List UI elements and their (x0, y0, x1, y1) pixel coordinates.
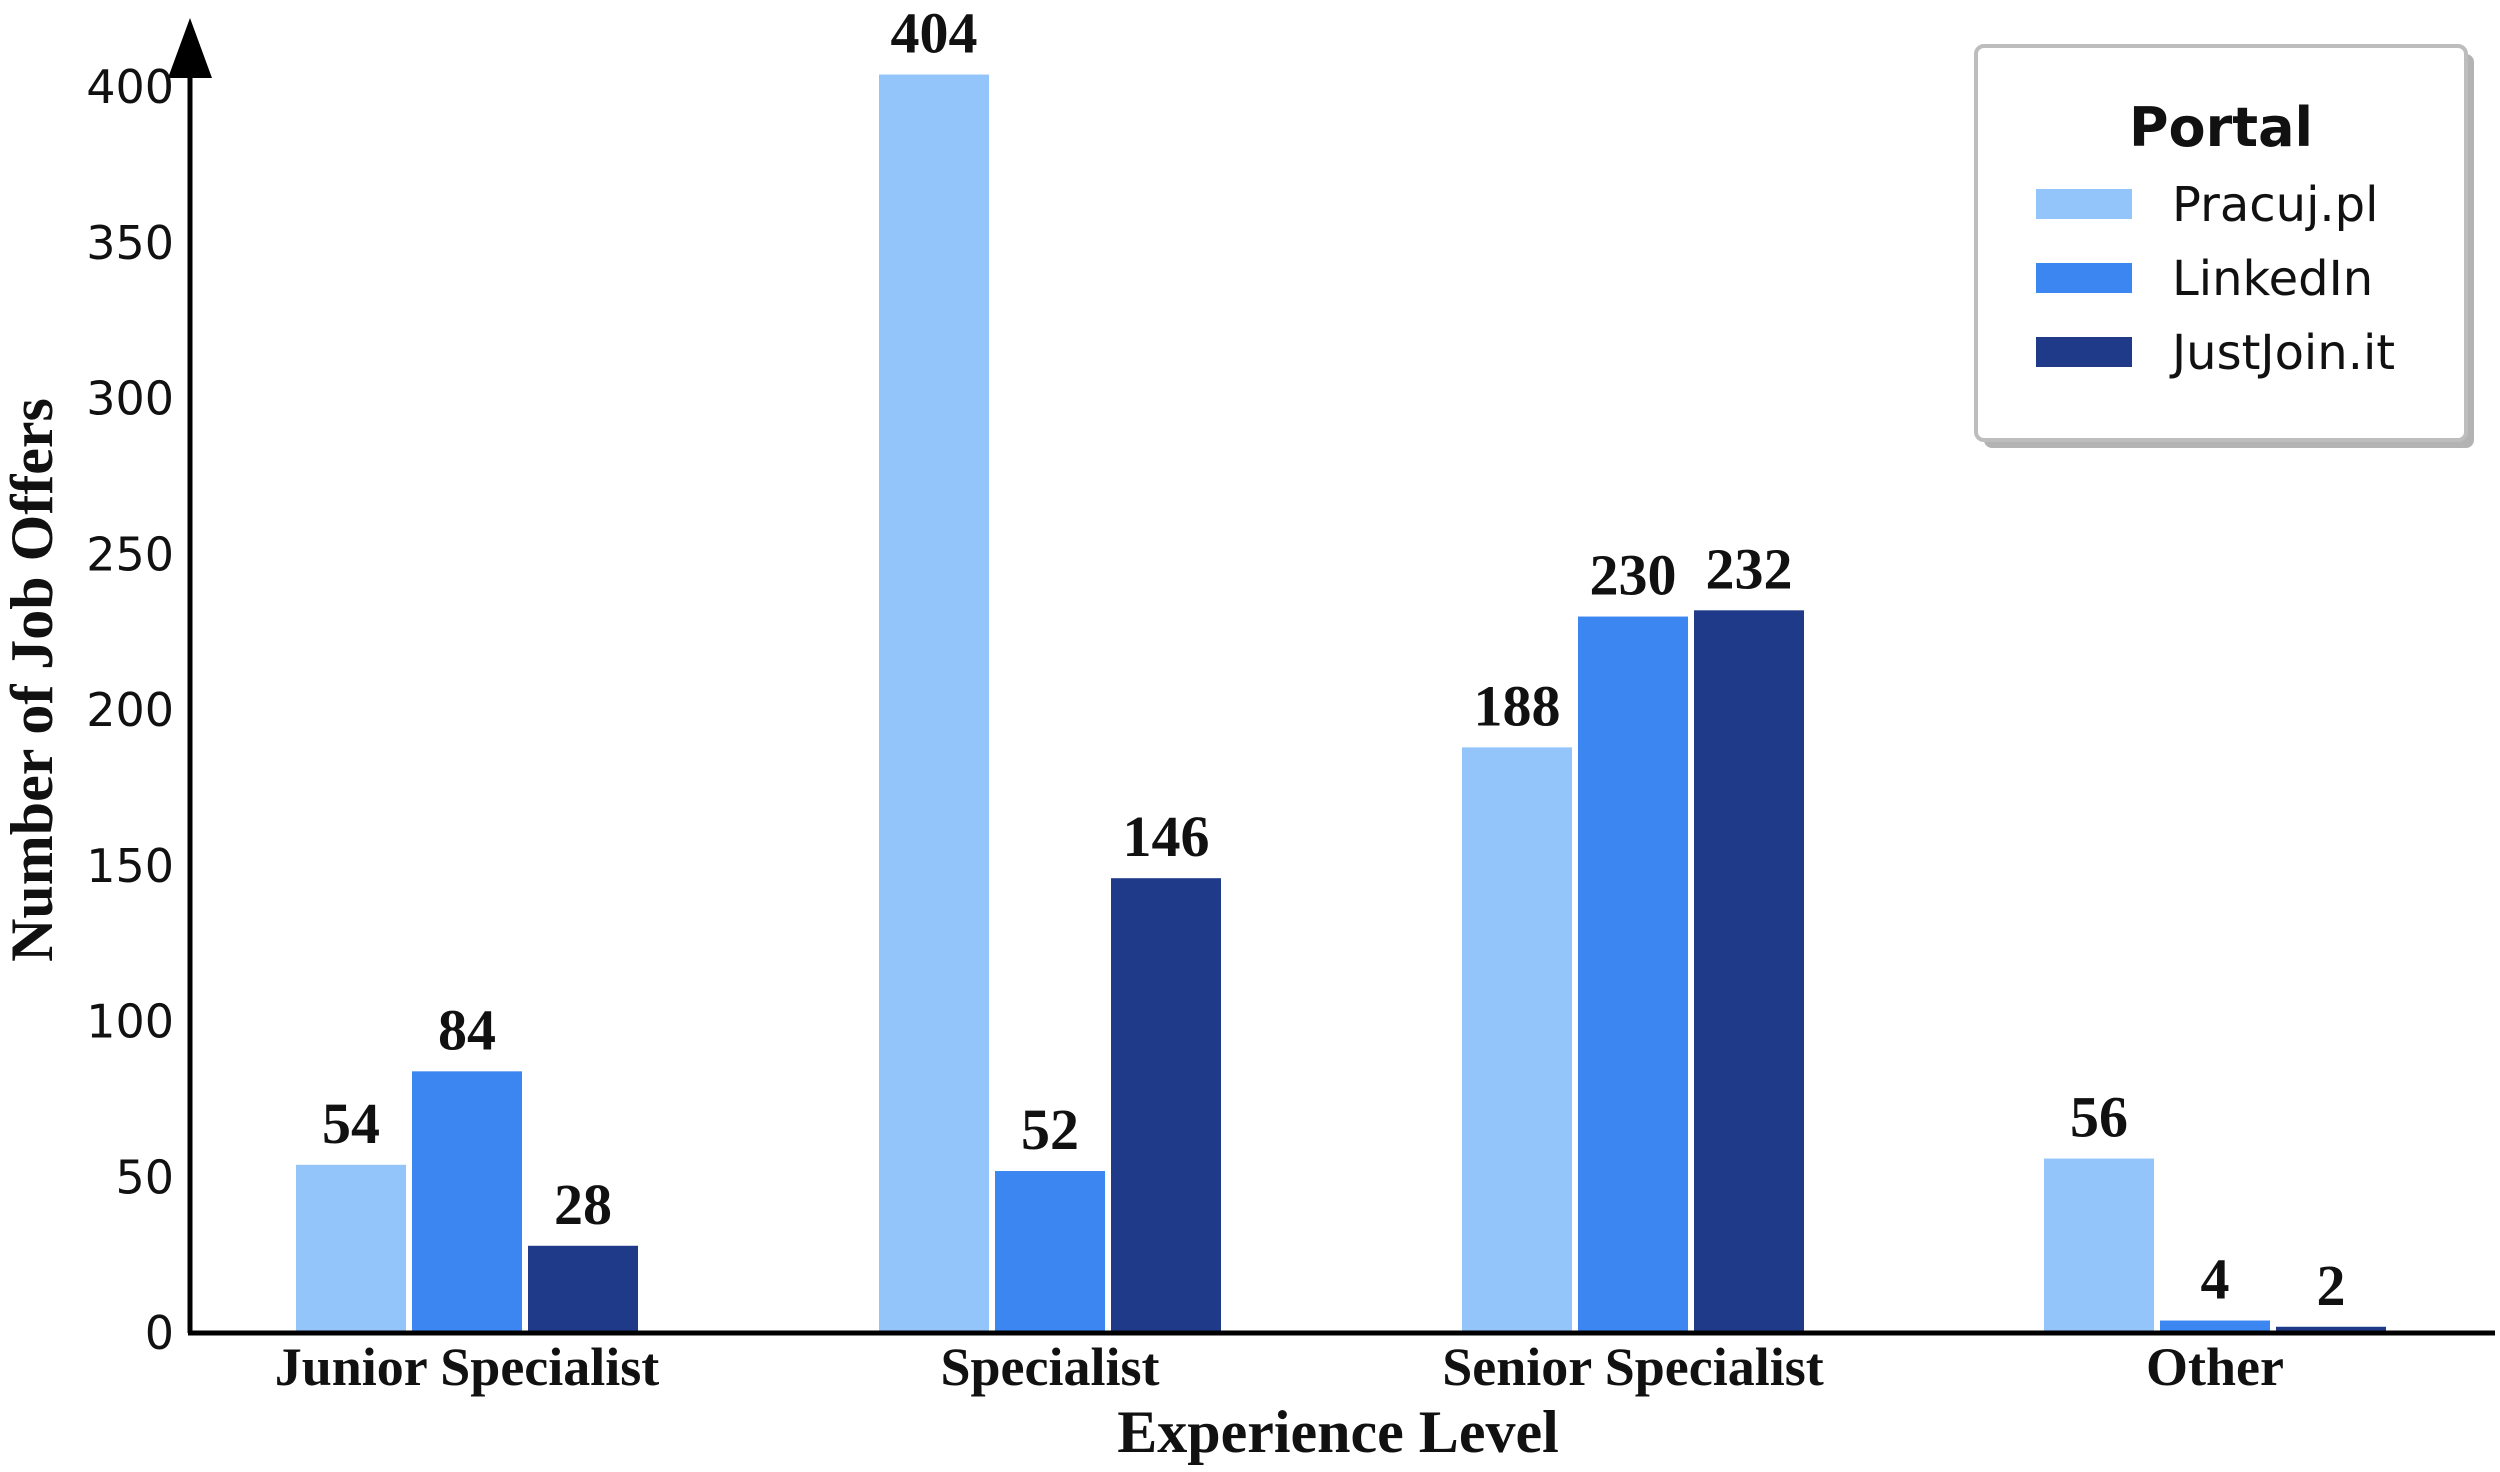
x-categories-layer: Junior Specialist Specialist Senior Specia… (275, 1337, 2284, 1397)
y-axis-title: Number of Job Offers (0, 398, 65, 962)
bar-justjoin-it-junior-specialist (528, 1245, 638, 1333)
bar-linkedin-senior-specialist (1578, 616, 1688, 1333)
bar-justjoin-it-specialist (1111, 878, 1221, 1333)
bar-justjoin-it-other (2276, 1326, 2386, 1333)
data-label: 54 (322, 1091, 380, 1156)
legend-swatch (2036, 337, 2132, 367)
x-tick-label: Specialist (940, 1337, 1159, 1397)
data-label: 4 (2201, 1247, 2230, 1312)
legend-label: Pracuj.pl (2172, 177, 2378, 233)
bar-pracuj-pl-senior-specialist (1462, 747, 1572, 1333)
legend-items: Pracuj.pl LinkedIn JustJoin.it (2036, 177, 2395, 381)
data-label: 52 (1021, 1097, 1079, 1162)
x-tick-label: Other (2146, 1337, 2284, 1397)
data-label: 2 (2317, 1253, 2346, 1318)
legend-swatch (2036, 189, 2132, 219)
data-label: 56 (2070, 1085, 2128, 1150)
legend-label: JustJoin.it (2169, 325, 2395, 381)
y-ticks-layer: 0 50 100 150 200 250 300 350 400 (86, 60, 174, 1360)
data-label: 188 (1474, 673, 1561, 738)
x-tick-label: Senior Specialist (1442, 1337, 1824, 1397)
legend-title: Portal (2129, 96, 2313, 159)
data-labels-layer: 54 84 28 404 52 146 188 230 232 56 4 2 (322, 1, 2346, 1318)
y-tick-label: 50 (115, 1150, 174, 1204)
y-axis-arrow-icon (168, 18, 212, 78)
data-label: 230 (1590, 543, 1677, 608)
bar-pracuj-pl-other (2044, 1158, 2154, 1333)
bar-linkedin-junior-specialist (412, 1071, 522, 1333)
legend-label: LinkedIn (2172, 251, 2373, 307)
bars-layer (296, 74, 2386, 1333)
x-axis-title: Experience Level (1117, 1399, 1559, 1465)
y-tick-label: 400 (86, 60, 174, 114)
bar-pracuj-pl-specialist (879, 74, 989, 1333)
y-tick-label: 0 (145, 1306, 174, 1360)
data-label: 232 (1706, 536, 1793, 601)
y-tick-label: 150 (86, 839, 174, 893)
data-label: 84 (438, 997, 496, 1062)
bar-linkedin-specialist (995, 1171, 1105, 1333)
data-label: 404 (891, 1, 978, 66)
bar-justjoin-it-senior-specialist (1694, 610, 1804, 1333)
y-tick-label: 100 (86, 995, 174, 1049)
y-tick-label: 250 (86, 527, 174, 581)
y-tick-label: 200 (86, 683, 174, 737)
x-tick-label: Junior Specialist (275, 1337, 660, 1397)
bar-pracuj-pl-junior-specialist (296, 1164, 406, 1333)
legend: Portal Pracuj.pl LinkedIn JustJoin.it (1974, 44, 2474, 448)
y-tick-label: 300 (86, 372, 174, 426)
bar-linkedin-other (2160, 1320, 2270, 1333)
data-label: 146 (1123, 804, 1210, 869)
data-label: 28 (554, 1172, 612, 1237)
y-tick-label: 350 (86, 216, 174, 270)
legend-swatch (2036, 263, 2132, 293)
